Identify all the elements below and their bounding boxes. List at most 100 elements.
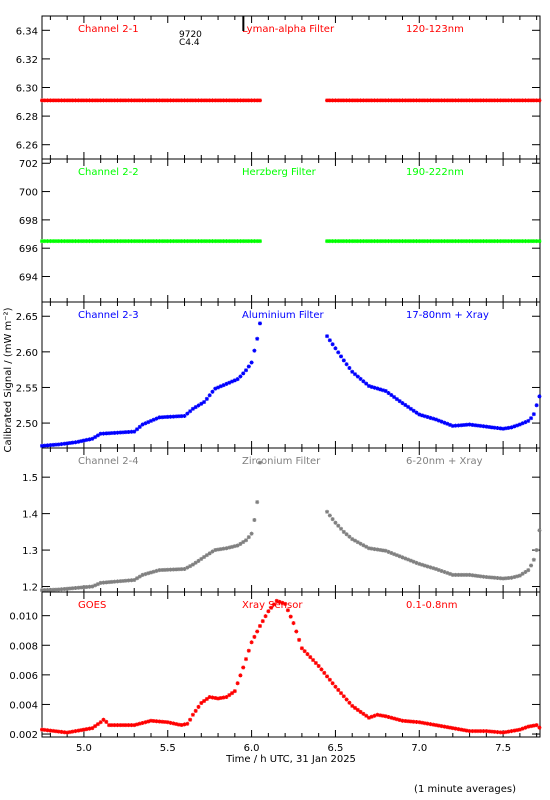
data-point [98,98,103,103]
data-point [489,425,494,430]
data-point [40,98,44,103]
data-point [48,443,53,448]
data-point [104,431,109,436]
data-point [473,98,478,103]
data-point [459,727,464,732]
data-point [534,548,539,553]
data-point [51,239,56,244]
data-point [104,239,109,244]
data-point [76,239,81,244]
data-point [151,417,156,422]
data-point [224,239,229,244]
data-point [420,98,425,103]
data-point [101,239,106,244]
data-point [531,557,536,562]
data-point [473,573,478,578]
data-point [414,719,419,724]
data-point [450,726,455,731]
data-point [137,424,142,429]
data-point [90,726,95,731]
data-point [174,414,179,419]
y-tick-label: 702 [19,159,38,170]
data-point [224,695,229,700]
data-point [445,570,450,575]
data-point [176,722,181,727]
data-point [386,549,391,554]
data-point [53,239,58,244]
data-point [386,391,391,396]
data-point [456,239,461,244]
data-point [65,98,70,103]
data-point [162,415,167,420]
data-point [129,723,134,728]
data-point [442,724,447,729]
data-point [59,442,64,447]
data-point [154,568,159,573]
data-point [484,729,489,734]
data-point [475,423,480,428]
data-point [489,575,494,580]
data-point [470,239,475,244]
data-point [126,429,131,434]
data-point [509,575,514,580]
data-point [70,98,75,103]
data-point [489,98,494,103]
data-point [495,239,500,244]
data-point [411,239,416,244]
data-point [213,239,218,244]
data-point [157,239,162,244]
data-point [79,239,84,244]
data-point [358,98,363,103]
data-point [143,421,148,426]
data-point [98,239,103,244]
data-point [115,723,120,728]
data-point [529,416,534,421]
data-point [361,98,366,103]
data-point [218,384,223,389]
data-point [115,98,120,103]
data-point [392,239,397,244]
data-point [355,374,360,379]
data-point [81,438,86,443]
data-point [383,548,388,553]
data-point [456,727,461,732]
data-point [179,567,184,572]
data-point [73,440,78,445]
data-point [489,729,494,734]
channel-label: Channel 2-4 [78,456,139,467]
data-point [202,698,207,703]
data-point [196,704,201,709]
data-point [129,578,134,583]
data-point [238,374,243,379]
data-point [196,403,201,408]
data-point [263,614,268,619]
data-point [76,585,81,590]
data-point [162,567,167,572]
data-point [347,98,352,103]
data-point [176,98,181,103]
data-point [221,98,226,103]
data-point [204,697,209,702]
data-point [327,98,332,103]
x-tick-label: 7.5 [495,743,511,754]
y-tick-label: 1.2 [22,583,38,594]
data-point [171,239,176,244]
data-point [123,578,128,583]
data-point [473,239,478,244]
data-point [523,98,528,103]
data-point [227,545,232,550]
data-point [160,98,165,103]
data-point [498,98,503,103]
y-tick-label: 694 [19,273,38,284]
data-point [196,558,201,563]
data-point [121,98,126,103]
data-point [439,239,444,244]
data-point [464,239,469,244]
data-point [313,661,318,666]
data-point [67,98,72,103]
data-point [176,414,181,419]
data-point [464,728,469,733]
data-point [62,586,67,591]
panel-1: 6.26 6.28 6.30 6.32 6.34 Channel 2-1 Lyman-alp… [16,15,542,160]
data-point [411,559,416,564]
